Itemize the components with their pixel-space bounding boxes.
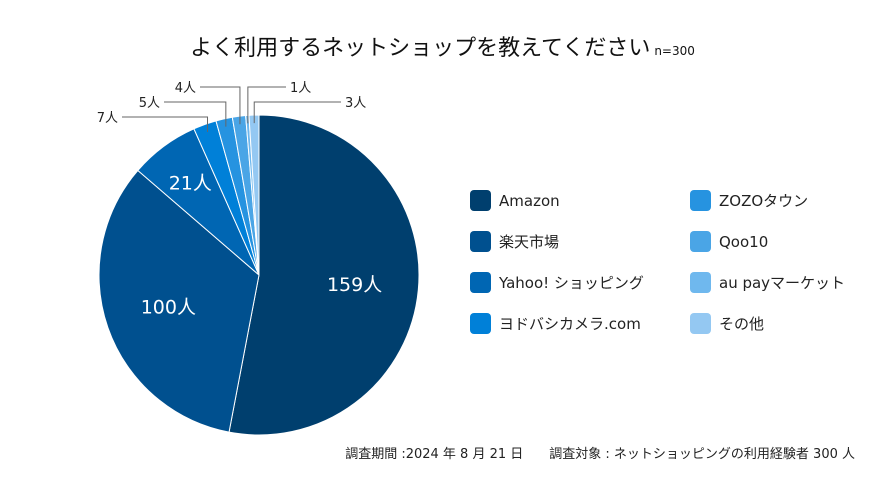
legend-swatch: [690, 231, 711, 252]
legend-item: Yahoo! ショッピング: [470, 272, 690, 293]
slice-label: 3人: [345, 96, 366, 111]
leader-line: [200, 86, 241, 125]
legend-item: ヨドバシカメラ.com: [470, 313, 690, 334]
sample-size: n=300: [654, 44, 695, 58]
chart-title: よく利用するネットショップを教えてください n=300: [0, 30, 885, 62]
legend-item: ZOZOタウン: [690, 190, 870, 211]
legend-swatch: [470, 272, 491, 293]
legend-swatch: [470, 231, 491, 252]
legend-swatch: [690, 313, 711, 334]
legend-swatch: [470, 190, 491, 211]
slice-label: 100人: [141, 297, 196, 319]
slice-label: 5人: [139, 96, 160, 111]
slice-label: 21人: [169, 173, 212, 195]
legend-swatch: [690, 190, 711, 211]
slice-label: 7人: [97, 111, 118, 126]
leader-line: [164, 101, 227, 127]
slice-label: 159人: [327, 274, 382, 296]
legend: Amazon ZOZOタウン楽天市場 Qoo10 Yahoo! ショッピング au pa…: [470, 190, 870, 334]
legend-label: 楽天市場: [499, 233, 560, 251]
legend-label: au payマーケット: [719, 274, 846, 292]
legend-label: Yahoo! ショッピング: [499, 274, 644, 292]
legend-label: Qoo10: [719, 232, 769, 251]
leader-line: [122, 116, 209, 132]
slice-label: 1人: [290, 81, 311, 96]
footer: 調査期間 :2024 年 8 月 21 日 調査対象 : ネットショッピングの利用…: [345, 443, 855, 462]
leader-line: [247, 86, 286, 124]
legend-swatch: [690, 272, 711, 293]
title-text: よく利用するネットショップを教えてください: [190, 36, 651, 61]
pie-slice: [228, 114, 420, 436]
legend-label: Amazon: [499, 191, 560, 210]
slice-label: 4人: [175, 81, 196, 96]
pie-slice: [98, 169, 260, 433]
leader-line: [253, 101, 341, 124]
legend-item: 楽天市場: [470, 231, 690, 252]
survey-target: 調査対象 : ネットショッピングの利用経験者 300 人: [549, 447, 855, 462]
legend-swatch: [470, 313, 491, 334]
legend-item: au payマーケット: [690, 272, 870, 293]
legend-item: その他: [690, 313, 870, 334]
legend-label: その他: [719, 315, 765, 333]
survey-period: 調査期間 :2024 年 8 月 21 日: [345, 447, 524, 462]
legend-label: ZOZOタウン: [719, 192, 809, 210]
legend-item: Amazon: [470, 190, 690, 211]
legend-item: Qoo10: [690, 231, 870, 252]
legend-label: ヨドバシカメラ.com: [499, 315, 641, 333]
